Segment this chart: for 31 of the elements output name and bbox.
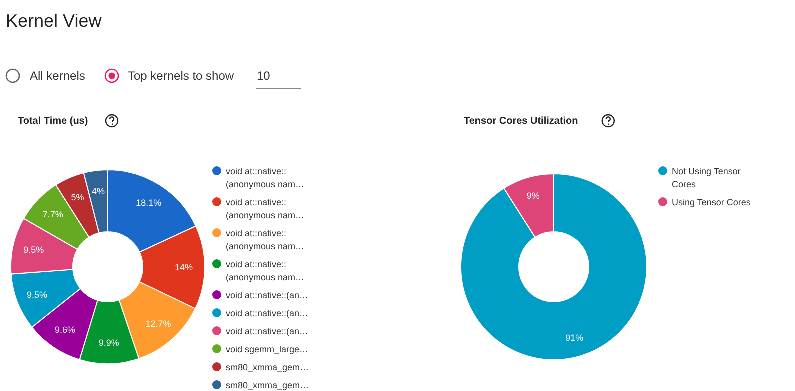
data-label: 9.9%: [98, 338, 120, 348]
data-label: 5%: [71, 192, 84, 202]
chart-title: Tensor Cores Utilization: [464, 116, 578, 127]
data-label: 4%: [92, 186, 105, 197]
legend-label: void sgemm_large…: [226, 344, 309, 354]
text: Kernel View: [6, 11, 103, 31]
data-label: 18.1%: [136, 198, 162, 208]
data-label: 14%: [174, 262, 194, 272]
legend-label: void at::native::(an…: [226, 308, 309, 318]
donut-slice: [460, 174, 648, 360]
data-label: 9.5%: [24, 245, 44, 256]
chart-title: Total Time (us): [18, 116, 88, 127]
legend-label: void at::native:: (anonymous nam…: [226, 166, 305, 190]
legend-label: Not Using Tensor Cores: [672, 166, 741, 190]
legend-label: sm80_xmma_gem…: [226, 380, 310, 390]
legend-label: void at::native:: (anonymous nam…: [226, 260, 305, 282]
legend-label: void at::native::(an…: [226, 290, 309, 300]
text: Top kernels to show: [128, 69, 234, 83]
legend-label: void at::native::(an…: [226, 326, 309, 336]
legend-label: Using Tensor Cores: [672, 198, 752, 208]
data-label: 9.6%: [55, 324, 76, 335]
data-label: 7.7%: [42, 209, 64, 220]
data-label: 9.5%: [26, 290, 48, 300]
data-label: 9%: [526, 190, 540, 201]
legend-label: sm80_xmma_gem…: [226, 362, 310, 372]
data-label: 91%: [566, 333, 584, 344]
legend-label: void at::native:: (anonymous nam…: [226, 228, 305, 252]
text: 10: [257, 69, 271, 83]
legend-label: void at::native:: (anonymous nam…: [226, 198, 305, 220]
text: All kernels: [30, 69, 86, 83]
data-label: 12.7%: [146, 318, 172, 329]
